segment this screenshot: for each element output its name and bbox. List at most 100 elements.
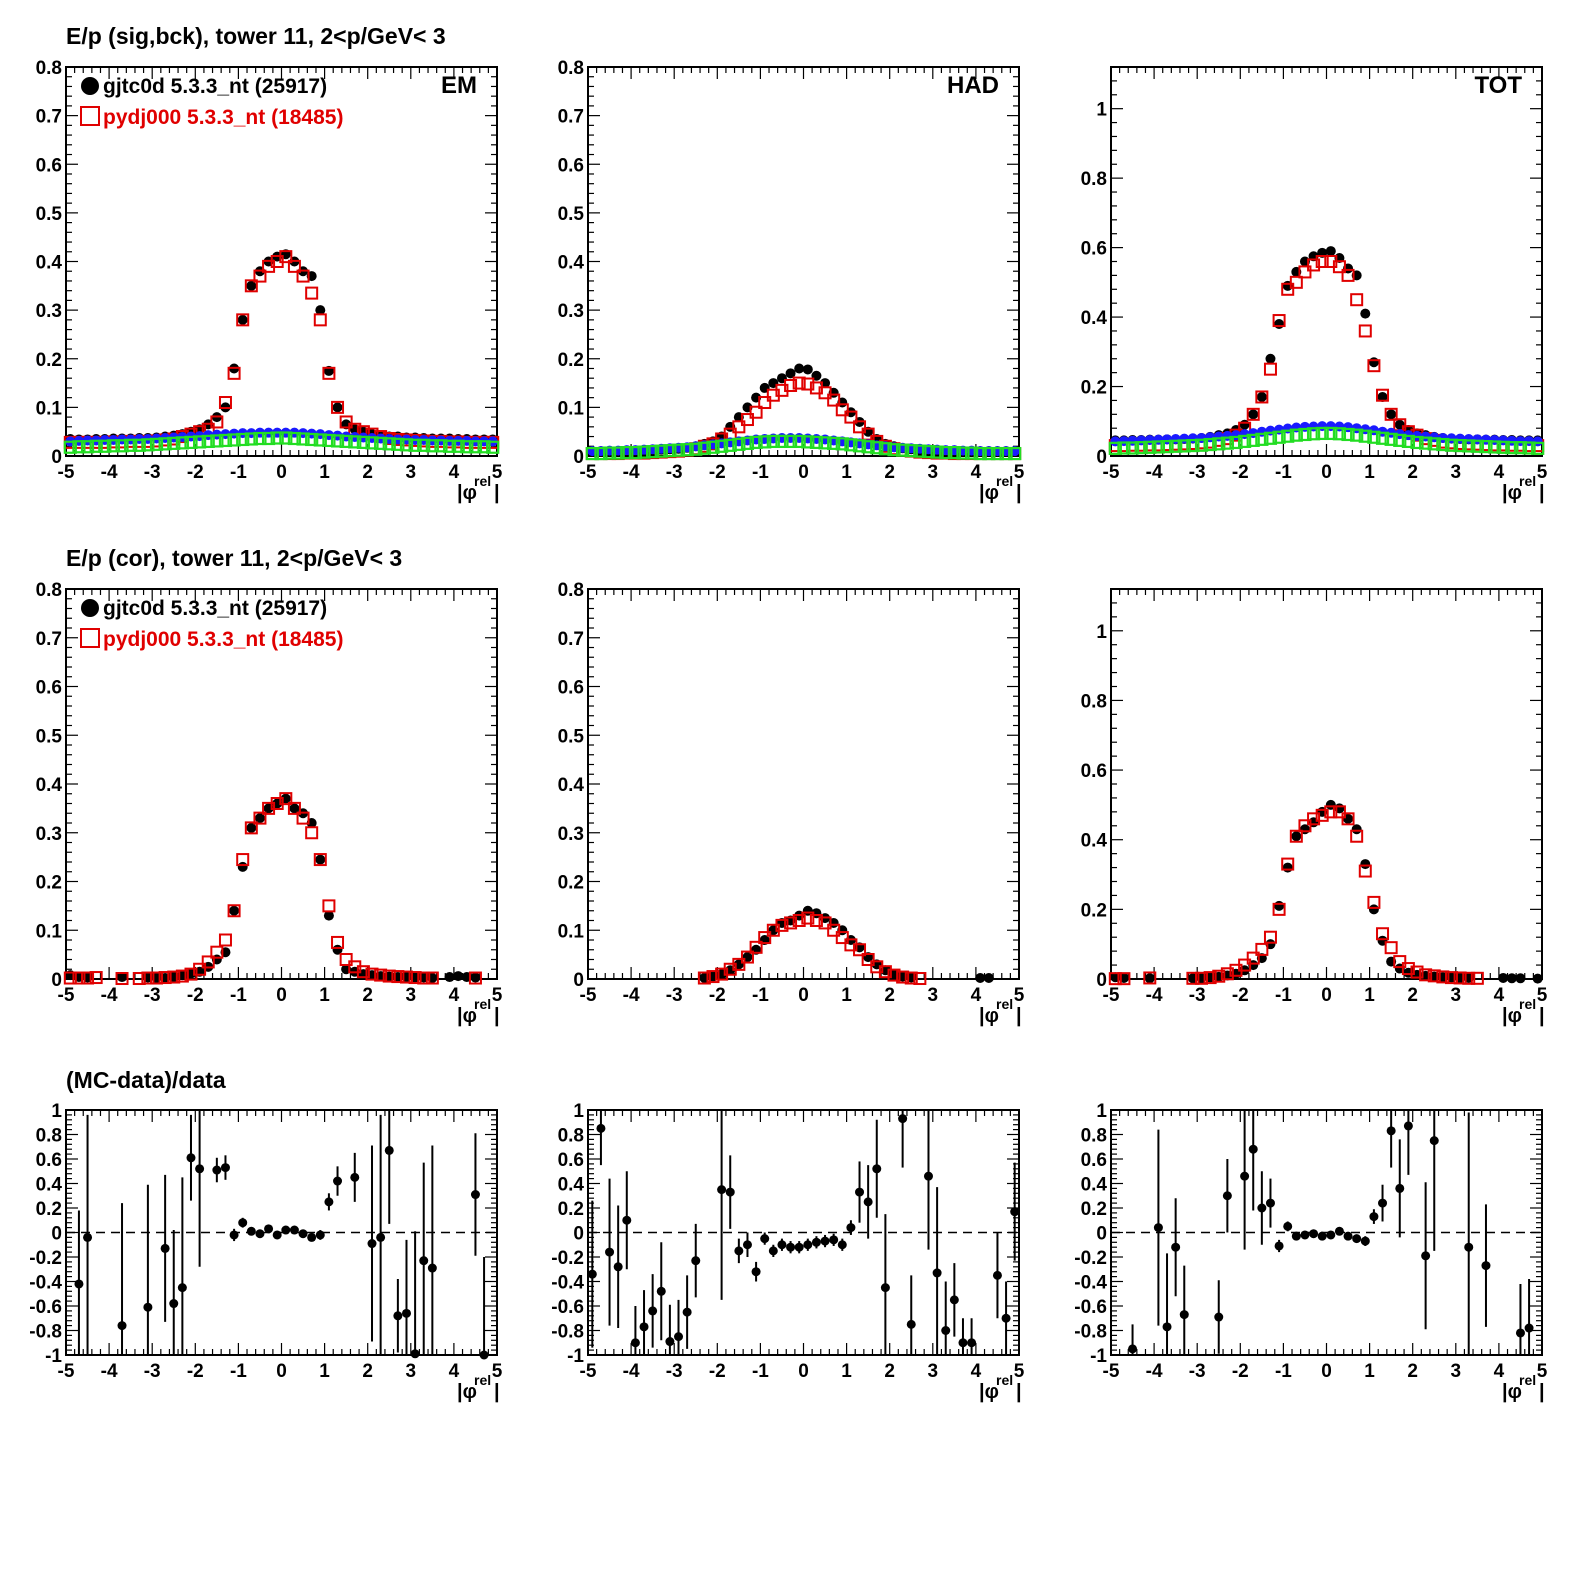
ratio-point	[1395, 1183, 1405, 1193]
bck-mc-point	[835, 437, 849, 451]
mc-point	[1203, 971, 1217, 985]
ratio-point	[1369, 1212, 1379, 1222]
ratio-point	[665, 1337, 675, 1347]
x-axis-label-superscript: rel	[474, 1372, 491, 1388]
bck-mc-point	[1444, 438, 1459, 452]
mc-point	[818, 386, 832, 400]
bck-mc-point	[1117, 441, 1131, 455]
x-tick-label: 5	[1014, 462, 1025, 483]
mc-point	[313, 313, 327, 327]
bck-mc-point	[964, 446, 979, 460]
bck-mc-point	[1134, 441, 1148, 455]
bck-mc-point	[98, 439, 112, 453]
x-tick-label: -1	[230, 985, 247, 1006]
mc-point	[835, 931, 849, 945]
data-point	[1282, 862, 1293, 873]
mc-point	[1401, 962, 1415, 976]
x-axis-label: |φ	[1502, 1381, 1522, 1403]
series-bck_mc	[1108, 426, 1545, 455]
mc-point	[417, 971, 431, 985]
bck-mc-point	[1436, 437, 1450, 452]
x-tick-label: -4	[101, 985, 118, 1006]
x-tick-label: 3	[1451, 462, 1462, 483]
bck-mc-point	[261, 431, 276, 446]
x-tick-label: 1	[319, 1361, 330, 1382]
bck-mc-point	[1160, 440, 1174, 454]
mc-point	[408, 971, 422, 985]
ratio-point	[1309, 1229, 1319, 1239]
mc-point	[827, 923, 841, 937]
bck-mc-point	[1341, 427, 1355, 442]
mc-point	[835, 403, 849, 417]
x-tick-label: -5	[58, 985, 75, 1006]
ratio-point	[811, 1237, 821, 1247]
bck-mc-point	[451, 439, 465, 453]
series-mc	[697, 911, 927, 986]
bck-mc-point	[620, 445, 634, 460]
data-point	[289, 803, 300, 814]
legend-marker-mc	[80, 106, 100, 126]
y-tick-label: 0.5	[36, 726, 63, 747]
y-tick-label: -0.4	[551, 1273, 584, 1294]
bck-mc-point	[296, 432, 310, 446]
bck-mc-point	[486, 440, 500, 454]
bck-mc-point	[1367, 430, 1381, 444]
ratio-point	[967, 1338, 977, 1348]
mc-point	[1367, 895, 1381, 909]
x-axis-label-close: |	[494, 1381, 500, 1403]
x-tick-label: -1	[1275, 462, 1292, 483]
x-tick-label: 3	[1451, 1361, 1462, 1382]
bck-mc-point	[434, 439, 448, 453]
ratio-point	[1248, 1144, 1258, 1154]
mc-point	[374, 968, 388, 982]
y-tick-label: 0.5	[36, 204, 63, 225]
mc-point	[1108, 972, 1122, 986]
y-tick-label: 0.2	[1081, 900, 1107, 921]
mc-point	[72, 971, 86, 985]
x-tick-label: 2	[884, 1361, 895, 1382]
y-tick-label: 0.8	[558, 1126, 584, 1147]
y-tick-label: 0.6	[36, 678, 62, 699]
bck-mc-point	[1186, 438, 1200, 453]
mc-point	[150, 971, 164, 985]
mc-point	[913, 972, 927, 986]
ratio-point	[307, 1232, 317, 1242]
x-tick-label: -2	[709, 462, 726, 483]
ratio-point	[384, 1145, 394, 1155]
x-tick-label: 1	[319, 462, 330, 483]
ratio-point	[803, 1240, 813, 1250]
ratio-point	[622, 1215, 632, 1225]
ratio-point	[829, 1235, 839, 1245]
bck-mc-point	[63, 440, 77, 454]
data-point	[1256, 391, 1267, 402]
bck-mc-point	[1169, 439, 1183, 453]
x-tick-label: 0	[276, 985, 287, 1006]
mc-point	[339, 953, 353, 966]
x-tick-label: 4	[971, 462, 982, 483]
bck-mc-point	[697, 441, 711, 455]
x-tick-label: 3	[928, 985, 939, 1006]
mc-point	[356, 965, 370, 979]
ratio-point	[1171, 1242, 1181, 1252]
mc-point	[732, 957, 746, 971]
bck-mc-point	[477, 440, 491, 454]
y-tick-label: 0.1	[558, 398, 585, 419]
ratio-point	[1360, 1236, 1370, 1246]
x-tick-label: -4	[623, 985, 640, 1006]
x-axis-label: |φ	[979, 482, 999, 504]
x-tick-label: -5	[1103, 985, 1120, 1006]
bck-mc-point	[827, 436, 841, 450]
y-tick-label: 0.8	[1081, 1126, 1107, 1147]
data-point	[802, 364, 813, 375]
y-tick-label: 0.7	[558, 107, 584, 128]
x-tick-label: -5	[58, 462, 75, 483]
legend-label-mc: pydj000 5.3.3_nt (18485)	[103, 628, 343, 651]
bck-mc-point	[184, 435, 198, 449]
mc-point	[1444, 971, 1458, 985]
ratio-point	[786, 1242, 796, 1252]
ratio-point	[74, 1279, 84, 1289]
mc-point	[732, 420, 746, 434]
data-point	[1360, 859, 1371, 870]
ratio-point	[768, 1246, 778, 1256]
